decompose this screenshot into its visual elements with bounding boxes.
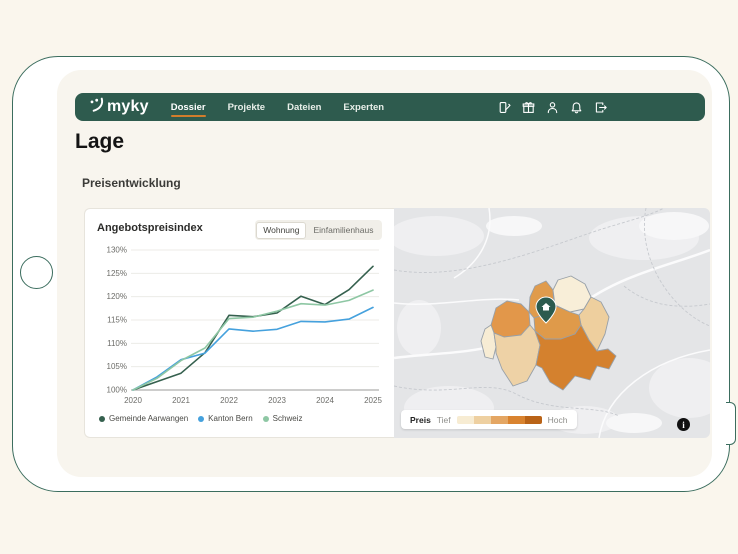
legend-dot xyxy=(198,415,205,422)
tablet-home-button xyxy=(20,256,53,289)
price-map[interactable]: Preis Tief Hoch i xyxy=(394,208,710,438)
y-tick-label: 105% xyxy=(107,362,127,371)
navbar-icons xyxy=(498,101,607,114)
y-tick-label: 120% xyxy=(107,292,127,301)
legend-item-schweiz: Schweiz xyxy=(262,414,303,423)
pin-house-icon xyxy=(541,303,551,307)
chart-title: Angebotspreisindex xyxy=(97,222,203,234)
toggle-einfamilienhaus[interactable]: Einfamilienhaus xyxy=(306,222,380,239)
nav-items: Dossier Projekte Dateien Experten xyxy=(170,98,385,117)
gift-icon[interactable] xyxy=(522,101,535,114)
x-tick-label: 2025 xyxy=(364,396,382,405)
y-tick-label: 130% xyxy=(107,246,127,255)
user-icon[interactable] xyxy=(546,101,559,114)
navbar: myky Dossier Projekte Dateien Experten xyxy=(75,93,705,121)
price-gradient-bar xyxy=(456,415,542,424)
y-tick-label: 125% xyxy=(107,269,127,278)
price-index-card: Angebotspreisindex Wohnung Einfamilienha… xyxy=(84,208,394,438)
map-region-southeast[interactable] xyxy=(534,324,617,391)
contract-sign-icon[interactable] xyxy=(498,101,511,114)
page-title: Lage xyxy=(75,130,125,153)
property-type-toggle: Wohnung Einfamilienhaus xyxy=(254,220,382,240)
x-tick-label: 2024 xyxy=(316,396,334,405)
legend-item-kanton-bern: Kanton Bern xyxy=(198,414,253,423)
nav-item-dateien[interactable]: Dateien xyxy=(287,102,322,113)
legend-dot xyxy=(262,415,269,422)
myky-logo[interactable]: myky xyxy=(89,97,149,117)
y-tick-label: 100% xyxy=(107,386,127,395)
content-cards: Angebotspreisindex Wohnung Einfamilienha… xyxy=(84,208,710,438)
x-tick-label: 2022 xyxy=(220,396,238,405)
legend-dot xyxy=(99,415,105,422)
notifications-icon[interactable] xyxy=(570,101,583,114)
gradient-segment xyxy=(473,415,491,424)
info-icon[interactable]: i xyxy=(677,418,690,431)
basemap xyxy=(394,208,710,438)
price-legend: Preis Tief Hoch xyxy=(401,410,577,429)
price-legend-high: Hoch xyxy=(547,414,568,425)
gradient-segment xyxy=(456,415,474,424)
logo-text: myky xyxy=(107,98,149,115)
legend-label: Schweiz xyxy=(272,414,303,423)
x-tick-label: 2021 xyxy=(172,396,190,405)
nav-item-projekte[interactable]: Projekte xyxy=(227,102,266,113)
chart-line-kanton-bern xyxy=(132,306,374,391)
line-chart: 100% 105% 110% 115% 120% 125% 130% 2020 2021 2022… xyxy=(107,246,383,406)
price-legend-low: Tief xyxy=(436,414,451,425)
chart-line-gemeinde-aarwangen xyxy=(132,265,374,391)
app-screen: myky Dossier Projekte Dateien Experten xyxy=(57,70,712,477)
gradient-segment xyxy=(524,415,542,424)
location-pin-icon[interactable] xyxy=(535,296,557,324)
myky-logo-icon xyxy=(89,97,104,117)
legend-label: Gemeinde Aarwangen xyxy=(109,414,189,423)
map-boundaries xyxy=(394,208,710,417)
gradient-segment xyxy=(490,415,508,424)
y-tick-label: 110% xyxy=(107,339,127,348)
x-tick-label: 2020 xyxy=(124,396,142,405)
logout-icon[interactable] xyxy=(594,101,607,114)
nav-item-dossier[interactable]: Dossier xyxy=(170,98,206,117)
price-legend-label: Preis xyxy=(410,414,431,425)
toggle-wohnung[interactable]: Wohnung xyxy=(256,221,307,239)
chart-legend: Gemeinde Aarwangen Kanton Bern Schweiz xyxy=(97,412,382,423)
choropleth-regions xyxy=(480,275,617,391)
chart-line-schweiz xyxy=(132,289,374,391)
legend-item-gemeinde-aarwangen: Gemeinde Aarwangen xyxy=(99,414,188,423)
section-title: Preisentwicklung xyxy=(82,176,181,190)
gradient-segment xyxy=(507,415,525,424)
tablet-side-button xyxy=(726,402,736,445)
chart-header: Angebotspreisindex Wohnung Einfamilienha… xyxy=(97,220,382,240)
x-tick-label: 2023 xyxy=(268,396,286,405)
y-tick-label: 115% xyxy=(107,316,127,325)
map-terrain-highlights xyxy=(486,212,709,433)
nav-item-experten[interactable]: Experten xyxy=(343,102,385,113)
legend-label: Kanton Bern xyxy=(208,414,253,423)
